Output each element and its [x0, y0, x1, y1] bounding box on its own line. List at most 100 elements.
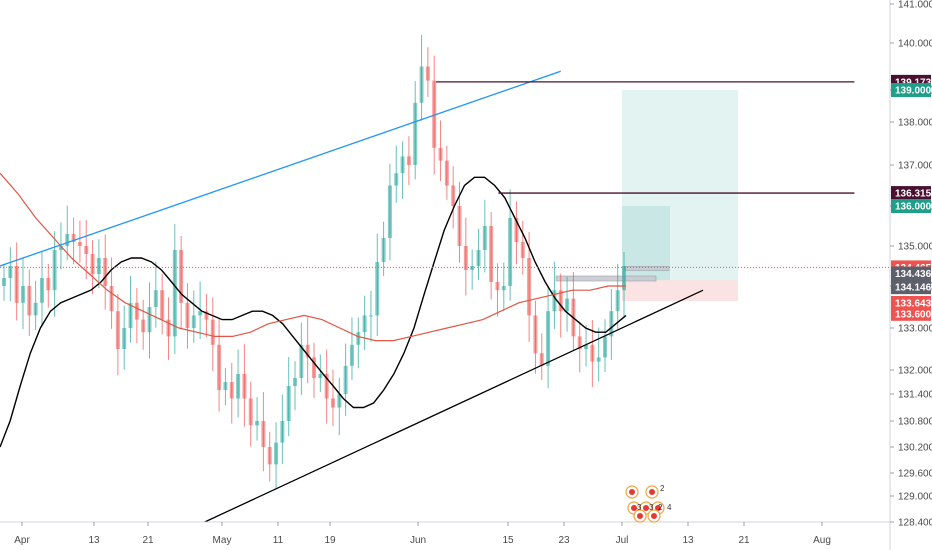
y-tick-label: 129.000 — [898, 492, 932, 503]
candle-body — [58, 246, 63, 250]
candle-body — [470, 266, 475, 270]
candle-body — [501, 286, 506, 291]
candle-body — [103, 258, 108, 286]
candle-body — [482, 226, 487, 250]
position-zones — [555, 90, 738, 301]
candle-body — [172, 250, 177, 337]
candle-body — [362, 315, 367, 333]
candle-body — [299, 344, 304, 378]
x-tick-label: 19 — [324, 535, 336, 546]
candle-body — [204, 311, 209, 320]
x-tick-label: Jun — [410, 535, 426, 546]
candle-body — [330, 398, 335, 408]
candle-body — [166, 319, 171, 337]
candle-body — [413, 102, 418, 165]
candle-body — [71, 234, 76, 242]
y-tick-label: 135.000 — [898, 242, 932, 253]
price-tag-label: 136.000 — [895, 202, 932, 213]
candle-body — [128, 302, 133, 328]
profit-zone — [622, 90, 738, 281]
candle-body — [160, 290, 165, 320]
candle-body — [280, 421, 285, 443]
candle-body — [603, 336, 608, 358]
candle-body — [242, 374, 247, 399]
x-tick-label: 11 — [273, 535, 284, 546]
candle-body — [622, 266, 626, 291]
y-tick-label: 141.000 — [898, 0, 932, 11]
candle-body — [381, 238, 386, 262]
candle-body — [349, 344, 354, 366]
candle-body — [153, 290, 158, 307]
candle-body — [84, 246, 89, 254]
candle-body — [8, 266, 13, 278]
candle-body — [520, 242, 525, 258]
candle-body — [248, 398, 253, 426]
candle-body — [312, 357, 316, 378]
candle-body — [444, 160, 449, 186]
candle-body — [122, 328, 127, 349]
candle-body — [293, 378, 298, 386]
candle-body — [96, 258, 101, 274]
x-tick-label: 21 — [142, 535, 154, 546]
event-marker-dot — [629, 489, 635, 495]
candle-body — [489, 226, 494, 282]
stop-zone — [622, 280, 738, 301]
price-tag-label: 139.000 — [895, 86, 932, 97]
x-tick-label: 23 — [558, 535, 570, 546]
trendline — [204, 289, 704, 523]
candle-body — [229, 382, 234, 399]
candle-body — [394, 173, 399, 186]
candle-body — [65, 234, 70, 246]
candle-body — [596, 357, 601, 362]
candle-body — [109, 286, 114, 312]
candle-body — [514, 218, 519, 242]
moving-average-line — [0, 172, 626, 342]
x-tick-label: May — [213, 535, 232, 546]
candle-body — [223, 382, 228, 390]
y-tick-label: 138.000 — [898, 118, 932, 129]
event-marker-count: 2 — [658, 503, 663, 512]
event-marker-dot — [649, 489, 655, 495]
event-marker-count: 3 — [649, 503, 654, 512]
x-tick-label: Aug — [813, 535, 831, 546]
event-marker-dot — [655, 505, 661, 511]
y-tick-label: 129.600 — [898, 469, 932, 480]
candle-body — [546, 311, 551, 366]
y-tick-label: 131.400 — [898, 390, 932, 401]
candle-body — [210, 319, 215, 345]
candle-body — [90, 254, 95, 274]
candle-body — [2, 278, 6, 286]
event-marker-dot — [643, 505, 649, 511]
candle-body — [565, 298, 570, 312]
candle-body — [558, 290, 563, 312]
candle-body — [337, 394, 342, 408]
candle-body — [495, 282, 500, 291]
event-marker-dot — [651, 513, 657, 519]
candle-body — [274, 442, 279, 465]
candle-body — [425, 66, 430, 81]
candle-body — [261, 421, 266, 447]
trendline — [0, 70, 561, 267]
candle-body — [438, 147, 443, 161]
price-tag-label: 139.173 — [895, 77, 932, 88]
candle-body — [356, 332, 361, 345]
candle-body — [375, 262, 380, 316]
x-tick-label: 13 — [682, 535, 694, 546]
y-tick-label: 133.000 — [898, 324, 932, 335]
price-tags: 139.173139.000136.315136.000134.465134.4… — [891, 74, 932, 321]
candle-body — [39, 278, 44, 303]
candle-body — [14, 266, 19, 303]
price-tag — [891, 295, 931, 310]
event-marker-dot — [637, 513, 643, 519]
x-tick-label: 13 — [88, 535, 100, 546]
entry-marker-box — [555, 275, 657, 282]
candle-body — [609, 311, 614, 337]
candle-body — [584, 344, 589, 349]
price-tag-label: 133.643 — [895, 298, 932, 309]
candle-body — [590, 344, 595, 362]
y-tick-label: 130.200 — [898, 443, 932, 454]
candle-body — [406, 156, 411, 165]
candle-body — [368, 315, 373, 317]
candle-body — [141, 319, 146, 333]
